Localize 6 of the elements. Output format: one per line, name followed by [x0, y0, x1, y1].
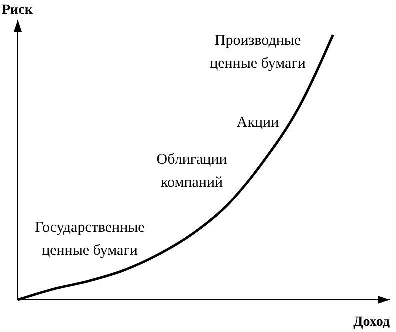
- y-axis-title: Риск: [2, 3, 34, 18]
- annotation: Акции: [236, 115, 280, 131]
- annotation: Облигации компаний: [156, 152, 228, 191]
- annotation: Производные ценные бумаги: [210, 33, 306, 72]
- x-axis-title: Доход: [354, 315, 390, 330]
- annotation: Государственные ценные бумаги: [35, 220, 146, 259]
